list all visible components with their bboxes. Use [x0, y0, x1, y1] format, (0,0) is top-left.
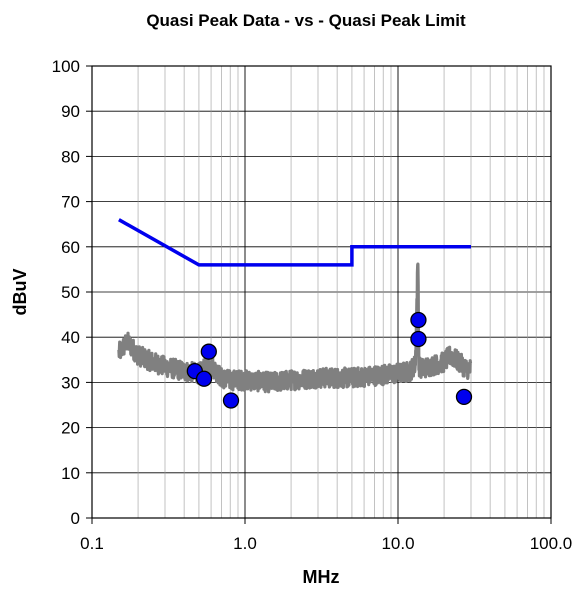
x-tick-label: 10.0 [381, 534, 414, 553]
y-tick-label: 80 [61, 147, 80, 166]
y-tick-label: 0 [71, 509, 80, 528]
x-tick-label: 1.0 [233, 534, 257, 553]
y-tick-label: 20 [61, 419, 80, 438]
quasi-peak-point [200, 343, 217, 360]
chart-title: Quasi Peak Data - vs - Quasi Peak Limit [146, 11, 466, 30]
y-tick-label: 70 [61, 193, 80, 212]
axis-layer: 0 10 20 30 40 50 60 70 80 90 100 0.1 1.0 10.0 100.0 [52, 57, 573, 553]
x-axis-title: MHz [303, 567, 340, 587]
y-tick-label: 90 [61, 102, 80, 121]
limit-line [118, 218, 471, 267]
measurement-trace [117, 262, 473, 394]
y-tick-label: 60 [61, 238, 80, 257]
quasi-peak-point [222, 392, 240, 409]
y-axis-title: dBuV [10, 269, 30, 316]
y-tick-label: 50 [61, 283, 80, 302]
y-tick-label: 40 [61, 328, 80, 347]
y-tick-label: 100 [52, 57, 80, 76]
y-tick-label: 10 [61, 464, 80, 483]
grid-layer [92, 66, 551, 518]
x-tick-label: 0.1 [80, 534, 104, 553]
x-tick-label: 100.0 [530, 534, 573, 553]
quasi-peak-point [410, 311, 427, 329]
quasi-peak-point [455, 388, 473, 406]
y-tick-label: 30 [61, 373, 80, 392]
quasi-peak-point [195, 370, 213, 387]
series-layer [117, 218, 473, 409]
quasi-peak-point [410, 330, 427, 348]
